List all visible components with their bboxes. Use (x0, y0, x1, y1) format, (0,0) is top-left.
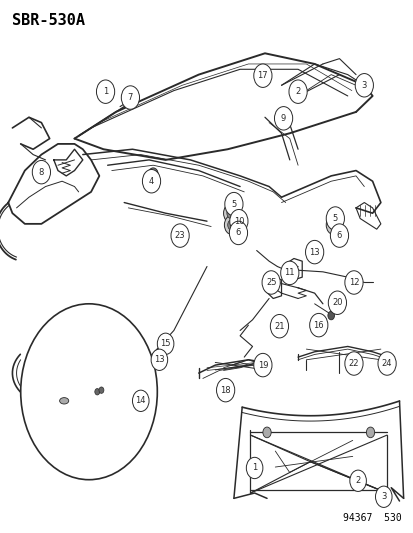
Text: 9: 9 (280, 114, 285, 123)
Text: 4: 4 (149, 177, 154, 185)
Circle shape (349, 470, 366, 491)
Circle shape (280, 261, 298, 285)
Circle shape (354, 74, 373, 97)
Text: 6: 6 (336, 231, 341, 240)
Text: 3: 3 (380, 492, 385, 501)
Circle shape (261, 271, 280, 294)
Circle shape (99, 387, 104, 393)
Circle shape (270, 314, 288, 338)
Text: 1: 1 (252, 464, 256, 472)
Circle shape (253, 64, 271, 87)
Ellipse shape (59, 398, 69, 404)
Circle shape (246, 457, 262, 479)
Circle shape (121, 86, 139, 109)
Circle shape (227, 220, 235, 230)
Text: 10: 10 (233, 217, 244, 225)
Text: 16: 16 (313, 321, 323, 329)
Circle shape (148, 168, 158, 181)
Text: 22: 22 (348, 359, 358, 368)
Text: 7: 7 (128, 93, 133, 102)
Circle shape (328, 291, 346, 314)
Text: 5: 5 (332, 214, 337, 223)
Circle shape (157, 333, 173, 354)
Circle shape (309, 313, 327, 337)
Text: 1: 1 (103, 87, 108, 96)
Circle shape (262, 427, 271, 438)
Text: 21: 21 (273, 322, 284, 330)
Circle shape (329, 220, 337, 230)
Text: 14: 14 (135, 397, 146, 405)
Text: 23: 23 (174, 231, 185, 240)
Text: 24: 24 (381, 359, 392, 368)
Circle shape (132, 390, 149, 411)
Circle shape (226, 208, 235, 219)
Circle shape (21, 304, 157, 480)
Circle shape (344, 352, 362, 375)
Circle shape (274, 107, 292, 130)
Circle shape (229, 209, 247, 233)
Circle shape (305, 240, 323, 264)
Circle shape (253, 353, 271, 377)
Text: 13: 13 (154, 356, 164, 364)
Text: 12: 12 (348, 278, 358, 287)
Circle shape (344, 271, 362, 294)
Circle shape (216, 378, 234, 402)
Text: 5: 5 (231, 200, 236, 208)
Circle shape (366, 427, 374, 438)
Circle shape (151, 349, 167, 370)
Text: 25: 25 (265, 278, 276, 287)
Text: 13: 13 (309, 248, 319, 256)
Text: 2: 2 (295, 87, 300, 96)
Circle shape (224, 192, 242, 216)
Text: 19: 19 (257, 361, 268, 369)
Circle shape (224, 215, 239, 235)
Text: 94367  530: 94367 530 (342, 513, 401, 523)
Circle shape (288, 80, 306, 103)
Text: 3: 3 (361, 81, 366, 90)
Circle shape (223, 204, 238, 223)
Circle shape (95, 389, 100, 395)
Text: 17: 17 (257, 71, 268, 80)
Text: 11: 11 (284, 269, 294, 277)
Circle shape (327, 311, 334, 320)
Circle shape (171, 224, 189, 247)
Circle shape (375, 486, 391, 507)
Circle shape (229, 221, 247, 245)
Circle shape (96, 80, 114, 103)
Circle shape (32, 160, 50, 184)
Circle shape (377, 352, 395, 375)
Circle shape (330, 224, 348, 247)
Text: 18: 18 (220, 386, 230, 394)
Circle shape (142, 169, 160, 193)
Circle shape (331, 226, 346, 245)
Text: SBR-530A: SBR-530A (12, 13, 85, 28)
Text: 15: 15 (160, 340, 171, 348)
Text: 8: 8 (39, 168, 44, 176)
Text: 6: 6 (235, 229, 240, 237)
Circle shape (325, 207, 344, 230)
Text: 20: 20 (331, 298, 342, 307)
Text: 2: 2 (355, 477, 360, 485)
Circle shape (325, 215, 340, 235)
Circle shape (335, 230, 343, 241)
